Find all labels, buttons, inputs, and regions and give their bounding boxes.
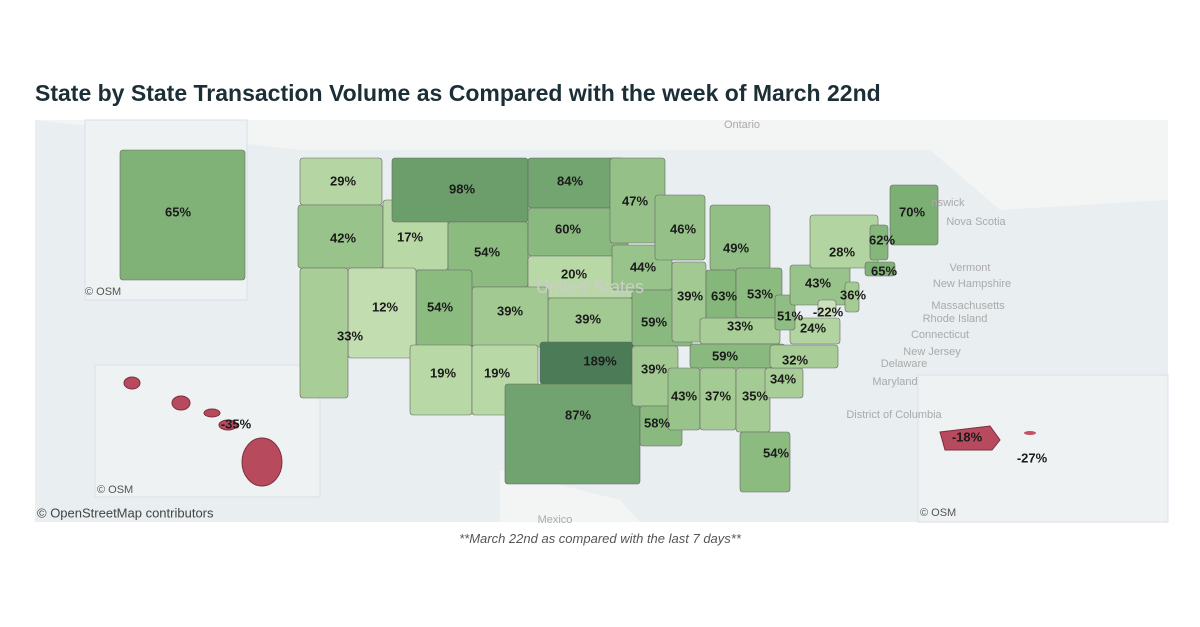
state <box>654 194 706 261</box>
state-label: 29% <box>330 173 356 188</box>
state-label: 54% <box>427 299 453 314</box>
state-label: 19% <box>430 365 456 380</box>
state-label: 84% <box>557 173 583 188</box>
state-label: 47% <box>622 193 648 208</box>
state-label: 59% <box>641 314 667 329</box>
state-label: 59% <box>712 348 738 363</box>
place-label: Delaware <box>881 358 927 370</box>
credit: © OpenStreetMap contributors <box>37 505 214 520</box>
state-label: 51% <box>777 308 803 323</box>
state-label: 39% <box>641 361 667 376</box>
state-label: 20% <box>561 266 587 281</box>
state-label: 54% <box>763 445 789 460</box>
state <box>844 281 860 313</box>
state <box>789 317 841 345</box>
place-label: Massachusetts <box>931 300 1005 312</box>
place-label: Maryland <box>872 376 917 388</box>
state <box>809 214 879 269</box>
place-label: United States <box>536 277 644 297</box>
state-label: 42% <box>330 230 356 245</box>
state-label: 36% <box>840 287 866 302</box>
place-label: New Hampshire <box>933 278 1011 290</box>
island <box>203 408 221 418</box>
state-label: 44% <box>630 259 656 274</box>
territory <box>939 425 1001 451</box>
state-label: 98% <box>449 181 475 196</box>
state-label: 58% <box>644 415 670 430</box>
state-label: 189% <box>583 353 617 368</box>
state-label: 32% <box>782 352 808 367</box>
state-label: 12% <box>372 299 398 314</box>
place-label: nswick <box>931 197 965 209</box>
state-label: 24% <box>800 320 826 335</box>
state-label: 70% <box>899 204 925 219</box>
state-label: 34% <box>770 371 796 386</box>
state-label: 39% <box>575 311 601 326</box>
state-label: -27% <box>1017 450 1048 465</box>
place-label: Nova Scotia <box>946 216 1006 228</box>
place-label: Vermont <box>950 262 991 274</box>
title: State by State Transaction Volume as Com… <box>35 80 881 106</box>
state-label: 54% <box>474 244 500 259</box>
state-label: 87% <box>565 407 591 422</box>
state-label: 39% <box>677 288 703 303</box>
credit: © OSM <box>85 286 121 298</box>
state-label: 17% <box>397 229 423 244</box>
state <box>774 294 796 331</box>
footnote: **March 22nd as compared with the last 7… <box>459 531 741 546</box>
place-label: Ontario <box>724 119 760 131</box>
island <box>1024 431 1036 435</box>
state-label: 43% <box>671 388 697 403</box>
state-label: -22% <box>813 304 844 319</box>
island <box>171 395 191 411</box>
state-label: 46% <box>670 221 696 236</box>
state-label: 35% <box>742 388 768 403</box>
island <box>218 419 238 431</box>
land-north <box>35 120 1168 210</box>
state <box>504 383 641 485</box>
state-label: 62% <box>869 232 895 247</box>
state-label: -35% <box>221 416 252 431</box>
state-label: 53% <box>747 286 773 301</box>
state <box>299 267 349 399</box>
state-label: 65% <box>165 204 191 219</box>
credit: © OSM <box>920 507 956 519</box>
state <box>739 431 791 493</box>
place-label: New Jersey <box>903 346 961 358</box>
state-label: 39% <box>497 303 523 318</box>
state-label: 43% <box>805 275 831 290</box>
state-label: 63% <box>711 288 737 303</box>
state <box>869 224 889 261</box>
place-label: Connecticut <box>911 329 969 341</box>
island <box>123 376 141 390</box>
state-label: 49% <box>723 240 749 255</box>
state-label: 33% <box>727 318 753 333</box>
state <box>709 204 771 271</box>
place-label: District of Columbia <box>846 409 942 421</box>
state-label: 37% <box>705 388 731 403</box>
island <box>241 437 283 487</box>
state <box>769 344 839 369</box>
state-label: 19% <box>484 365 510 380</box>
credit: © OSM <box>97 484 133 496</box>
state-label: 60% <box>555 221 581 236</box>
state-label: -18% <box>952 429 983 444</box>
state <box>119 149 246 281</box>
place-label: Mexico <box>538 514 573 526</box>
state-label: 28% <box>829 244 855 259</box>
state-label: 65% <box>871 263 897 278</box>
state <box>817 299 837 317</box>
place-label: Rhode Island <box>923 313 988 325</box>
state-label: 33% <box>337 328 363 343</box>
state <box>889 184 939 246</box>
state <box>864 261 896 277</box>
